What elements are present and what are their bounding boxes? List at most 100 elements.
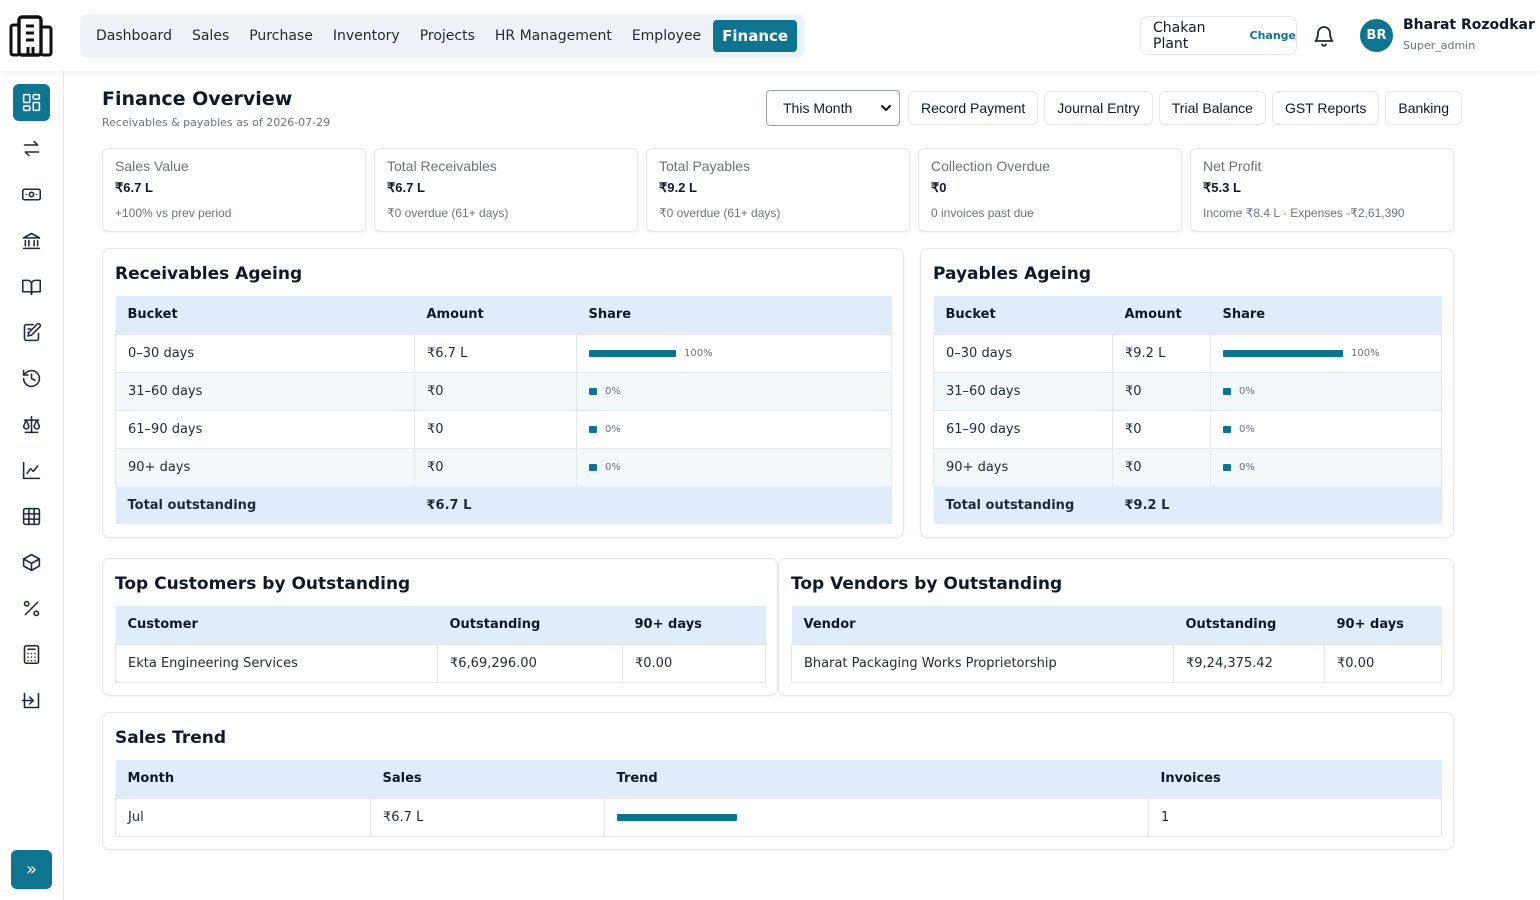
nav-item-purchase[interactable]: Purchase [249,28,313,44]
bucket-cell: 90+ days [933,447,1113,486]
sidebar-item-dashboard-grid[interactable] [13,84,50,121]
nav-item-projects[interactable]: Projects [419,28,475,44]
sidebar-item-scale[interactable] [13,406,50,443]
share-cell: 0% [576,447,892,486]
bucket-cell: 61–90 days [933,409,1113,448]
sidebar-item-import[interactable] [13,682,50,719]
trend-bar [617,813,737,821]
trend-cell [604,797,1149,837]
share-percent: 0% [1239,385,1255,397]
expand-sidebar-button[interactable]: » [11,850,52,889]
sidebar-item-book[interactable] [13,268,50,305]
column-header[interactable]: Invoices [1148,760,1442,798]
share-percent: 100% [1351,347,1380,359]
nav-item-dashboard[interactable]: Dashboard [96,28,172,44]
table-header-row: Vendor Outstanding 90+ days [791,606,1442,644]
gst-reports-button[interactable]: GST Reports [1271,91,1380,125]
table-row: 61–90 days ₹0 0% [115,409,892,448]
share-bar [1223,425,1231,433]
name-cell: Ekta Engineering Services [115,643,438,683]
share-bar [1223,349,1343,357]
outstanding-cell: ₹9,24,375.42 [1173,643,1325,683]
trial-balance-button[interactable]: Trial Balance [1158,91,1266,125]
table-row[interactable]: Ekta Engineering Services ₹6,69,296.00 ₹0.… [115,643,766,683]
total-share-cell [1210,486,1442,524]
total-share-cell [576,486,892,524]
company-logo-icon[interactable] [9,15,55,57]
top-vendors-table: Vendor Outstanding 90+ days Bharat Packagin… [791,606,1442,683]
share-bar-group: 0% [589,386,879,397]
share-bar-group: 0% [1223,462,1429,473]
kpi-card-collection-overdue: Collection Overdue ₹0 0 invoices past due [918,148,1182,232]
column-header[interactable]: 90+ days [622,606,766,644]
notification-bell-icon[interactable] [1312,24,1336,48]
sidebar-item-calculator[interactable] [13,636,50,673]
sidebar-item-edit-document[interactable] [13,314,50,351]
column-header[interactable]: Bucket [115,296,415,334]
column-header[interactable]: Share [576,296,892,334]
column-header[interactable]: Sales [370,760,605,798]
column-header[interactable]: Customer [115,606,438,644]
column-header[interactable]: Outstanding [437,606,623,644]
column-header[interactable]: Outstanding [1173,606,1325,644]
nav-item-sales[interactable]: Sales [191,28,230,44]
total-label: Total outstanding [933,486,1113,524]
sidebar: » [0,71,64,900]
column-header[interactable]: 90+ days [1324,606,1442,644]
kpi-card-sales-value: Sales Value ₹6.7 L +100% vs prev period [102,148,366,232]
table-row[interactable]: Bharat Packaging Works Proprietorship ₹9,… [791,643,1442,683]
share-bar [589,463,597,471]
table-row: 90+ days ₹0 0% [933,447,1442,486]
record-payment-button[interactable]: Record Payment [908,91,1039,125]
package-icon [22,553,41,572]
kpi-label: Collection Overdue [931,158,1051,174]
share-bar-group: 0% [589,424,879,435]
share-bar [1223,463,1231,471]
month-cell: Jul [115,797,371,837]
sidebar-item-transfer-arrows[interactable] [13,130,50,167]
column-header[interactable]: Amount [414,296,577,334]
line-chart-icon [22,461,41,480]
sidebar-item-line-chart[interactable] [13,452,50,489]
banking-button[interactable]: Banking [1385,91,1462,125]
column-header[interactable]: Trend [604,760,1149,798]
journal-entry-button[interactable]: Journal Entry [1044,91,1153,125]
column-header[interactable]: Share [1210,296,1442,334]
top-customers-title: Top Customers by Outstanding [115,574,411,594]
sidebar-item-bank[interactable] [13,222,50,259]
nav-item-finance[interactable]: Finance [713,20,798,52]
action-buttons: Record Payment Journal Entry Trial Balance… [908,91,1462,125]
sidebar-item-history[interactable] [13,360,50,397]
column-header[interactable]: Month [115,760,371,798]
amount-cell: ₹0 [414,409,577,448]
payables-ageing-table: Bucket Amount Share 0–30 days ₹9.2 L 100% 31–6… [933,296,1442,524]
column-header[interactable]: Bucket [933,296,1113,334]
column-header[interactable]: Vendor [791,606,1174,644]
share-bar-group: 0% [1223,386,1429,397]
sidebar-item-cash[interactable] [13,176,50,213]
kpi-note: ₹0 overdue (61+ days) [659,206,781,220]
share-bar [589,349,676,357]
nav-item-hr-management[interactable]: HR Management [494,28,612,44]
receivables-ageing-panel: Receivables Ageing Bucket Amount Share 0–30… [102,248,904,538]
kpi-label: Total Receivables [387,158,497,174]
sidebar-item-percent[interactable] [13,590,50,627]
nav-item-employee[interactable]: Employee [631,28,702,44]
share-cell: 0% [576,371,892,410]
sidebar-item-package[interactable] [13,544,50,581]
receivables-ageing-title: Receivables Ageing [115,264,303,284]
dashboard-grid-icon [22,93,41,112]
user-avatar[interactable]: BR [1360,19,1393,52]
table-row: 0–30 days ₹6.7 L 100% [115,333,892,372]
change-plant-link[interactable]: Change [1249,29,1297,42]
sidebar-item-table[interactable] [13,498,50,535]
period-select[interactable]: This Month [766,90,900,126]
plant-selector[interactable]: Chakan Plant Change [1140,16,1297,55]
column-header[interactable]: Amount [1112,296,1211,334]
kpi-label: Total Payables [659,158,751,174]
nav-item-inventory[interactable]: Inventory [332,28,400,44]
page-title: Finance Overview [102,88,293,110]
top-vendors-panel: Top Vendors by Outstanding Vendor Outstan… [778,558,1454,696]
kpi-card-total-payables: Total Payables ₹9.2 L ₹0 overdue (61+ days… [646,148,910,232]
